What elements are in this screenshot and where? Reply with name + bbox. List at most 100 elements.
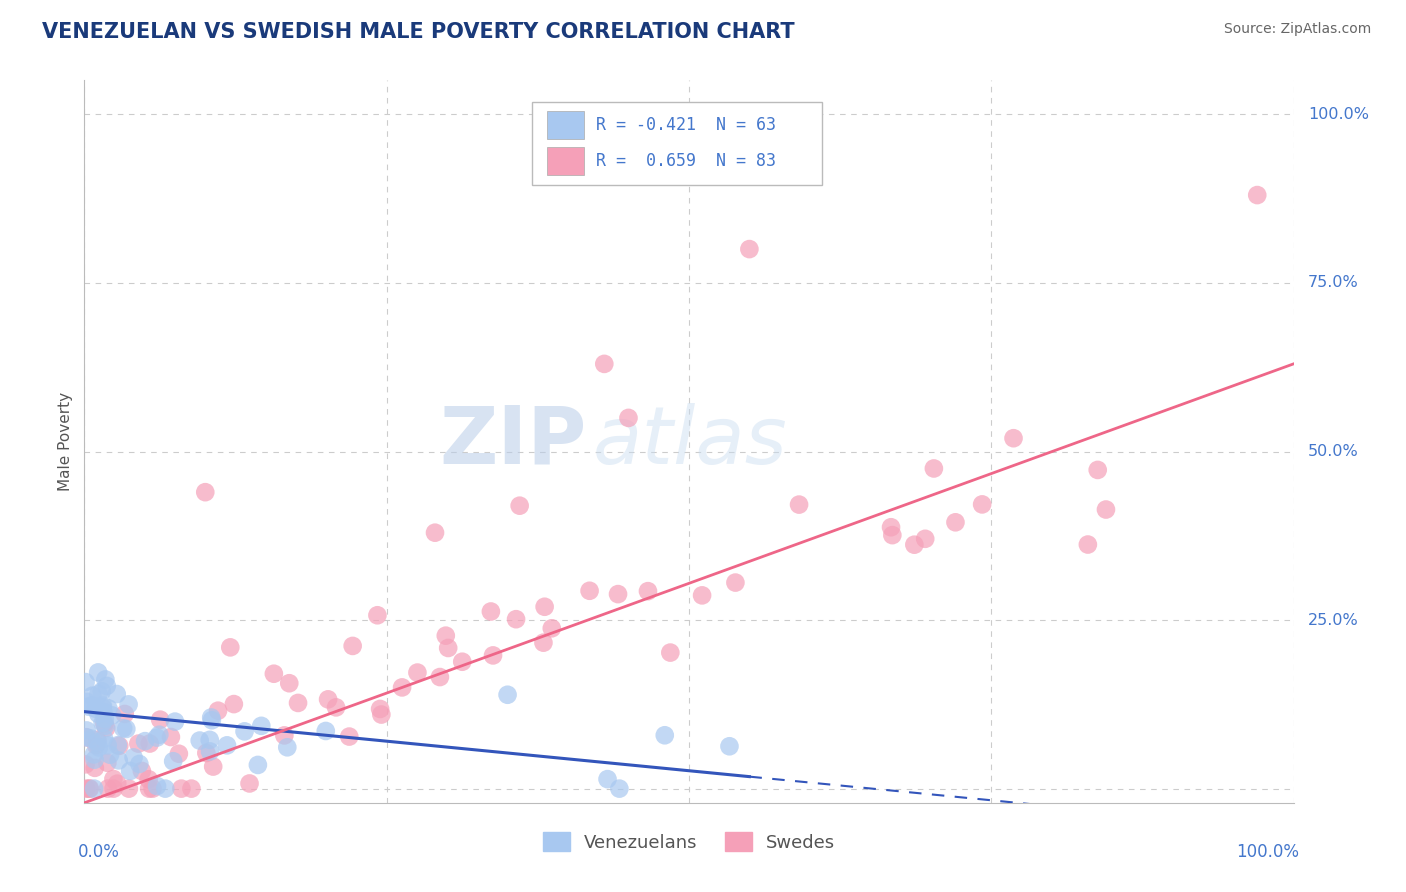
Point xyxy=(127,737,149,751)
Point xyxy=(1077,537,1099,551)
Point xyxy=(77,699,100,714)
Point xyxy=(117,698,139,712)
Point xyxy=(83,781,105,796)
Point xyxy=(122,750,145,764)
Point xyxy=(87,740,110,755)
Point xyxy=(1095,502,1118,516)
Point xyxy=(91,700,114,714)
Point xyxy=(437,640,460,655)
Point xyxy=(278,676,301,690)
Point xyxy=(406,665,429,680)
Point xyxy=(75,757,97,772)
Point xyxy=(76,723,98,738)
Point xyxy=(222,697,245,711)
Point xyxy=(103,772,125,786)
Point xyxy=(434,629,457,643)
Text: 100.0%: 100.0% xyxy=(1236,843,1299,861)
Point xyxy=(637,584,659,599)
Point xyxy=(118,781,141,796)
Point xyxy=(233,724,256,739)
Point xyxy=(201,713,224,727)
Point xyxy=(103,781,125,796)
Point xyxy=(83,747,105,762)
Point xyxy=(505,612,527,626)
Point xyxy=(914,532,936,546)
Point xyxy=(75,731,97,745)
Point xyxy=(215,739,238,753)
Point xyxy=(180,781,202,796)
Text: 50.0%: 50.0% xyxy=(1308,444,1358,459)
Text: 100.0%: 100.0% xyxy=(1308,106,1369,121)
Point xyxy=(79,781,101,796)
Text: VENEZUELAN VS SWEDISH MALE POVERTY CORRELATION CHART: VENEZUELAN VS SWEDISH MALE POVERTY CORRE… xyxy=(42,22,794,42)
Point xyxy=(86,732,108,747)
Point xyxy=(91,715,114,730)
Point xyxy=(148,728,170,742)
Point xyxy=(80,731,103,746)
Point xyxy=(97,781,120,796)
Text: 25.0%: 25.0% xyxy=(1308,613,1358,628)
Point xyxy=(337,730,360,744)
Point xyxy=(107,738,129,752)
Point xyxy=(423,525,446,540)
Point xyxy=(94,673,117,687)
FancyBboxPatch shape xyxy=(547,147,583,175)
Point xyxy=(142,781,165,796)
Point xyxy=(263,666,285,681)
Point xyxy=(75,781,97,796)
Point xyxy=(533,635,555,649)
Point xyxy=(82,689,104,703)
Text: Source: ZipAtlas.com: Source: ZipAtlas.com xyxy=(1223,22,1371,37)
Point xyxy=(138,772,160,787)
Point xyxy=(593,357,616,371)
Point xyxy=(596,772,619,786)
Point xyxy=(342,639,364,653)
Point xyxy=(368,702,391,716)
Point xyxy=(945,516,967,530)
Point xyxy=(287,696,309,710)
Point xyxy=(97,739,120,753)
Point xyxy=(366,608,388,623)
Point xyxy=(195,746,218,760)
Point xyxy=(112,721,135,735)
Point xyxy=(105,687,128,701)
Point xyxy=(238,776,260,790)
Point xyxy=(200,710,222,724)
Point xyxy=(94,719,117,733)
Point xyxy=(496,688,519,702)
Point xyxy=(163,714,186,729)
Point xyxy=(738,242,761,256)
Point xyxy=(91,698,114,713)
Point xyxy=(880,520,903,534)
Point xyxy=(194,485,217,500)
Point xyxy=(90,684,112,698)
Point xyxy=(787,498,810,512)
Point xyxy=(86,735,108,749)
Point xyxy=(509,499,531,513)
Point xyxy=(659,646,682,660)
Point xyxy=(96,679,118,693)
Point xyxy=(972,497,994,511)
Point xyxy=(131,764,153,778)
Point xyxy=(83,761,105,775)
Point xyxy=(246,758,269,772)
Point xyxy=(316,692,339,706)
Point xyxy=(160,730,183,744)
Text: R =  0.659  N = 83: R = 0.659 N = 83 xyxy=(596,153,776,170)
Point xyxy=(1087,463,1109,477)
Point xyxy=(882,528,904,542)
Point xyxy=(315,723,337,738)
Text: ZIP: ZIP xyxy=(439,402,586,481)
Point xyxy=(1002,431,1025,445)
Point xyxy=(391,681,413,695)
Point xyxy=(479,605,502,619)
Point xyxy=(87,706,110,721)
Point xyxy=(93,731,115,746)
Point xyxy=(162,754,184,768)
Point xyxy=(482,648,505,663)
Point xyxy=(170,781,193,796)
Point xyxy=(96,721,118,735)
FancyBboxPatch shape xyxy=(531,102,823,185)
Point xyxy=(155,781,177,796)
Point xyxy=(138,781,160,796)
